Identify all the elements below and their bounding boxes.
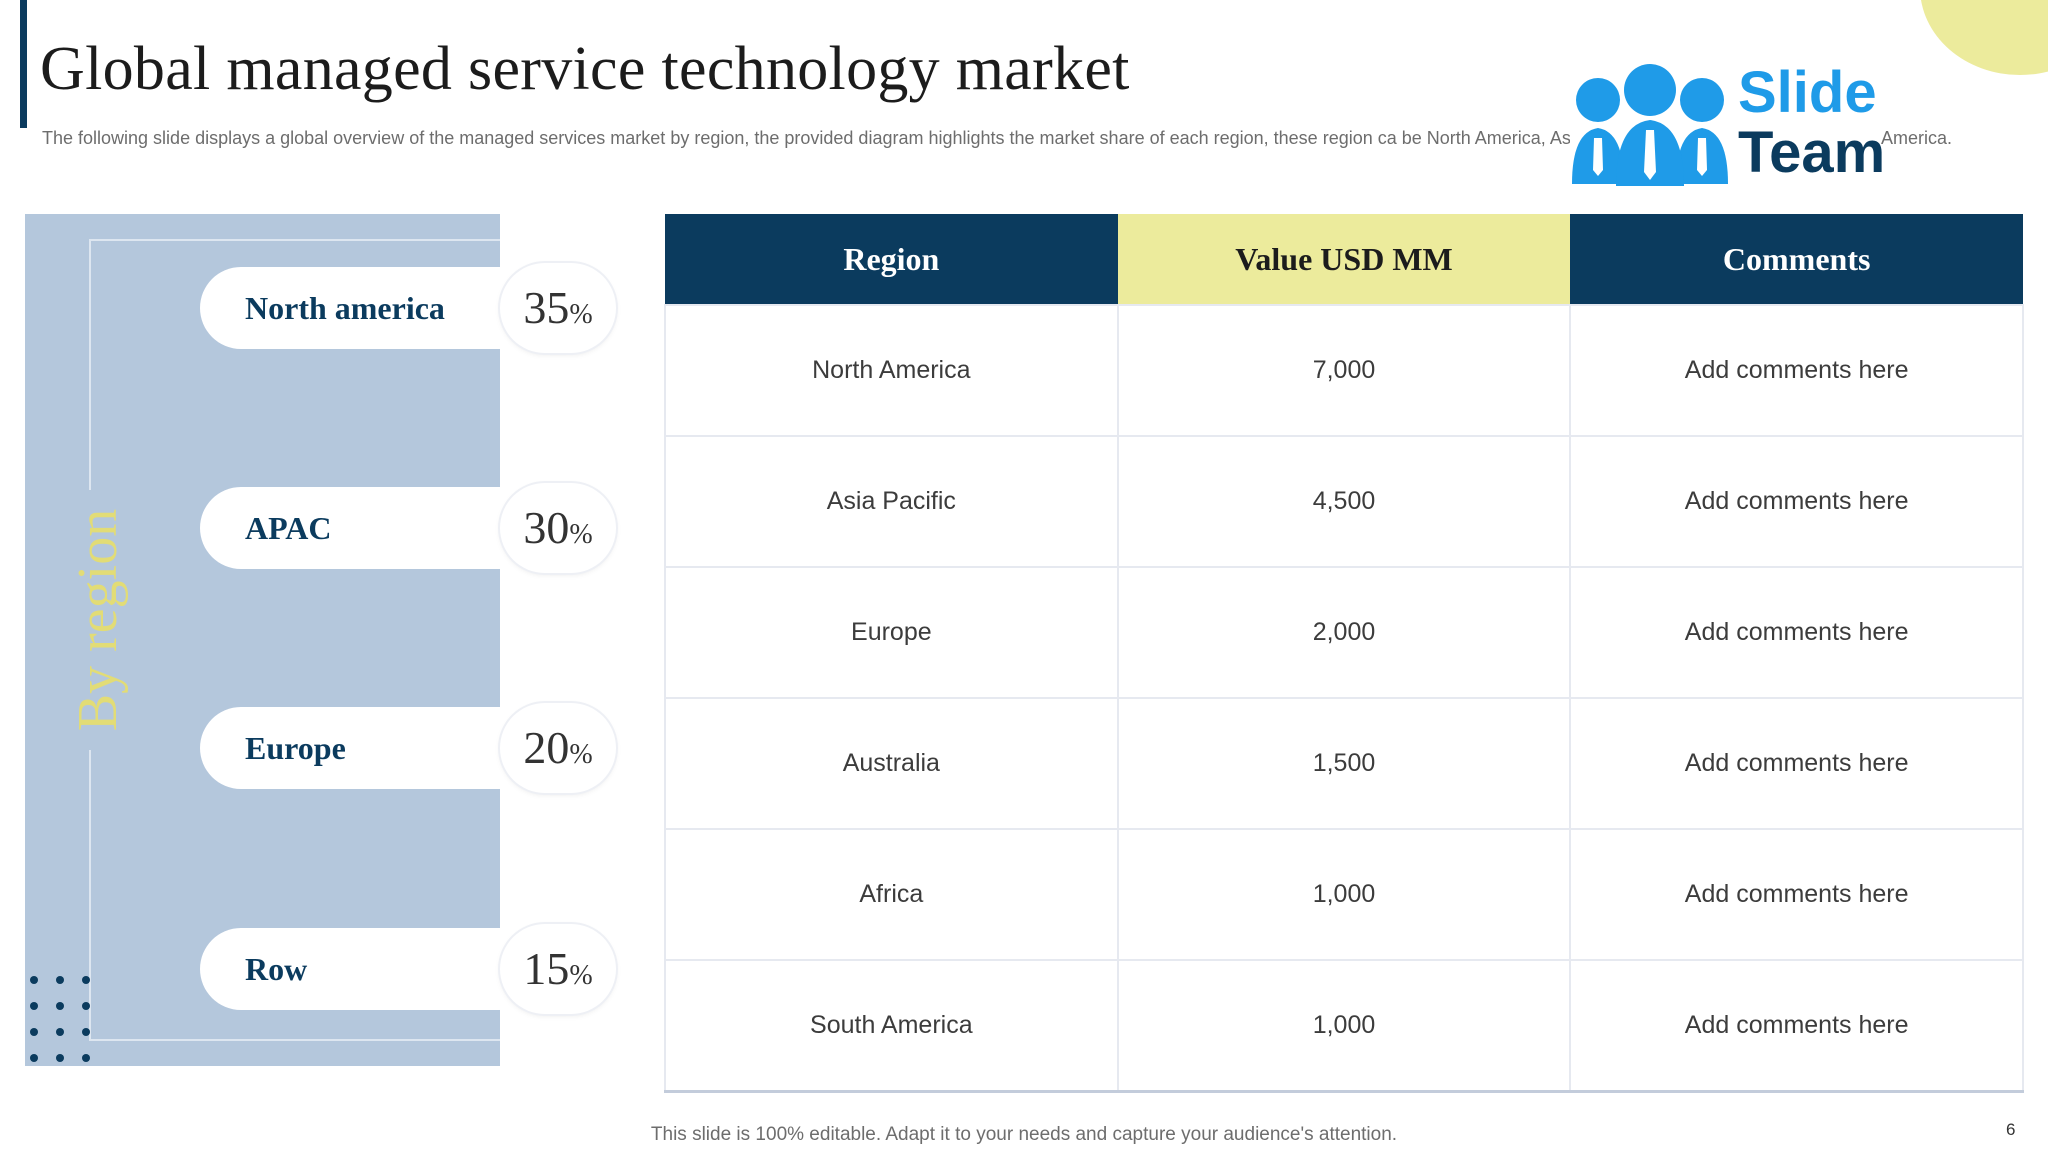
cell-region: Australia: [664, 697, 1119, 830]
decorative-circle: [1920, 0, 2048, 75]
slideteam-logo: Slide Team: [1570, 58, 1885, 188]
page-title: Global managed service technology market: [40, 35, 1130, 103]
cell-comment: Add comments here: [1569, 959, 2024, 1093]
percent-sign: %: [569, 960, 593, 991]
header-region: Region: [665, 214, 1118, 305]
share-apac: APAC 30%: [200, 483, 616, 573]
header-comments: Comments: [1570, 214, 2023, 305]
share-percent-badge: 30%: [500, 483, 616, 573]
title-accent-bar: [20, 0, 27, 128]
percent-sign: %: [569, 739, 593, 770]
cell-comment: Add comments here: [1569, 828, 2024, 961]
team-people-icon: [1572, 64, 1728, 186]
table-row: Australia 1,500 Add comments here: [664, 697, 2024, 830]
panel-frame-top: [90, 239, 500, 241]
header-value: Value USD MM: [1117, 214, 1571, 305]
percent-sign: %: [569, 299, 593, 330]
cell-value: 1,500: [1116, 697, 1572, 830]
cell-region: Africa: [664, 828, 1119, 961]
table-row: Europe 2,000 Add comments here: [664, 566, 2024, 699]
table-row: Africa 1,000 Add comments here: [664, 828, 2024, 961]
table-row: Asia Pacific 4,500 Add comments here: [664, 435, 2024, 568]
share-value: 30: [523, 502, 570, 553]
market-value-table: Region Value USD MM Comments North Ameri…: [664, 214, 2024, 1093]
share-label: Europe: [245, 730, 346, 766]
cell-comment: Add comments here: [1569, 435, 2024, 568]
share-row: Row 15%: [200, 924, 616, 1014]
cell-comment: Add comments here: [1569, 697, 2024, 830]
cell-region: Europe: [664, 566, 1119, 699]
logo-team-text: Team: [1738, 120, 1886, 185]
percent-sign: %: [569, 519, 593, 550]
share-value: 20: [523, 722, 570, 773]
by-region-label: By region: [67, 490, 129, 750]
cell-value: 1,000: [1116, 828, 1572, 961]
cell-comment: Add comments here: [1569, 304, 2024, 437]
share-value: 35: [523, 282, 570, 333]
cell-region: North America: [664, 304, 1119, 437]
cell-value: 4,500: [1116, 435, 1572, 568]
share-label: Row: [245, 951, 308, 987]
cell-region: Asia Pacific: [664, 435, 1119, 568]
dot-grid-decoration: [30, 976, 90, 1062]
cell-value: 2,000: [1116, 566, 1572, 699]
footer-note: This slide is 100% editable. Adapt it to…: [650, 1124, 1398, 1145]
subtitle: The following slide displays a global ov…: [42, 128, 1953, 148]
share-label: North america: [245, 290, 445, 326]
share-europe: Europe 20%: [200, 703, 616, 793]
share-label: APAC: [245, 510, 332, 546]
table-row: North America 7,000 Add comments here: [664, 304, 2024, 437]
table-row: South America 1,000 Add comments here: [664, 959, 2024, 1093]
panel-frame-bottom: [89, 1039, 500, 1041]
share-value: 15: [523, 943, 570, 994]
cell-value: 7,000: [1116, 304, 1572, 437]
share-percent-badge: 20%: [500, 703, 616, 793]
share-percent-badge: 15%: [500, 924, 616, 1014]
share-percent-badge: 35%: [500, 263, 616, 353]
logo-slide-text: Slide: [1738, 60, 1877, 125]
cell-comment: Add comments here: [1569, 566, 2024, 699]
cell-value: 1,000: [1116, 959, 1572, 1093]
share-north-america: North america 35%: [200, 263, 616, 353]
page-number: 6: [2006, 1120, 2016, 1139]
cell-region: South America: [664, 959, 1119, 1093]
